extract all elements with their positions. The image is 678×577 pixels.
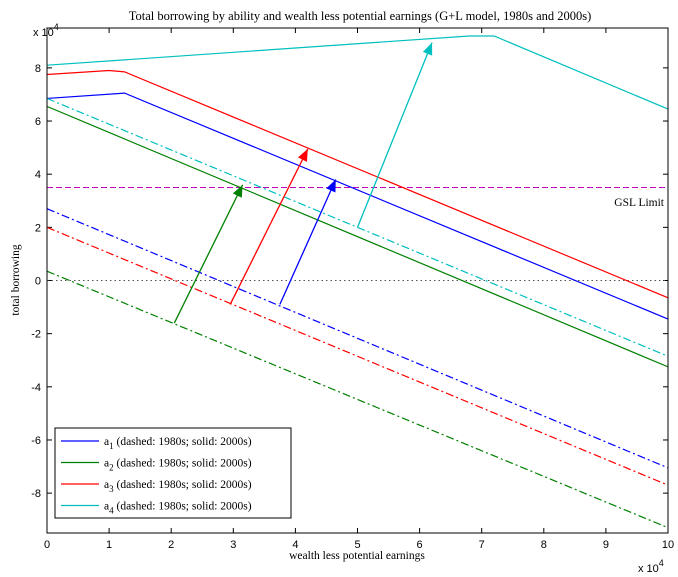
arrow-a3: [229, 148, 309, 305]
x-tick-label: 4: [292, 539, 298, 551]
y-exponent-label: x 104: [33, 22, 59, 39]
y-tick-label: 8: [35, 63, 41, 75]
y-tick-label: 0: [35, 276, 41, 288]
x-tick-label: 3: [230, 539, 236, 551]
arrowhead-a1: [326, 179, 336, 193]
x-tick-label: 5: [354, 539, 360, 551]
x-tick-label: 0: [44, 539, 50, 551]
y-tick-label: -6: [31, 435, 41, 447]
series-a1-1980s: [47, 208, 668, 469]
arrowhead-a2: [232, 184, 243, 198]
x-axis-label: wealth less potential earnings: [289, 550, 425, 562]
legend-entry-a1: a1 (dashed: 1980s; solid: 2000s): [104, 436, 252, 451]
arrowhead-a3: [297, 148, 308, 162]
series-a3-2000s: [47, 69, 668, 299]
arrow-a1: [279, 179, 337, 305]
x-tick-label: 1: [106, 539, 112, 551]
x-tick-label: 7: [479, 539, 485, 551]
plot-frame: [46, 27, 669, 534]
x-tick-label: 2: [168, 539, 174, 551]
y-tick-label: 6: [35, 116, 41, 128]
x-exponent-label: x 104: [638, 558, 664, 575]
y-tick-label: -8: [31, 488, 41, 500]
arrows-group: [173, 42, 433, 324]
legend-entry-a2: a2 (dashed: 1980s; solid: 2000s): [104, 458, 252, 473]
legend-entry-a3: a3 (dashed: 1980s; solid: 2000s): [104, 479, 252, 494]
arrowhead-a4: [422, 42, 433, 56]
x-tick-label: 10: [662, 539, 674, 551]
series-a2-2000s: [47, 105, 668, 368]
legend-entry-a4: a4 (dashed: 1980s; solid: 2000s): [104, 501, 252, 516]
arrow-a2: [173, 184, 244, 324]
series-a1-2000s: [47, 92, 668, 320]
y-axis-label: total borrowing: [10, 244, 22, 315]
series-a4-2000s: [47, 35, 668, 110]
y-tick-label: -2: [31, 329, 41, 341]
legend: a1 (dashed: 1980s; solid: 2000s) a2 (dash…: [54, 427, 292, 519]
y-tick-label: -4: [31, 382, 41, 394]
gsl-limit-label: GSL Limit: [614, 197, 665, 209]
x-tick-label: 6: [417, 539, 423, 551]
y-tick-label: 4: [35, 169, 41, 181]
arrow-a4: [356, 42, 433, 228]
x-tick-label: 8: [541, 539, 547, 551]
series-a3-1980s: [47, 226, 668, 486]
y-tick-label: 2: [35, 222, 41, 234]
chart-title: Total borrowing by ability and wealth le…: [129, 9, 592, 23]
x-tick-label: 9: [603, 539, 609, 551]
legend-box: [54, 427, 292, 519]
reference-lines: [47, 186, 668, 281]
